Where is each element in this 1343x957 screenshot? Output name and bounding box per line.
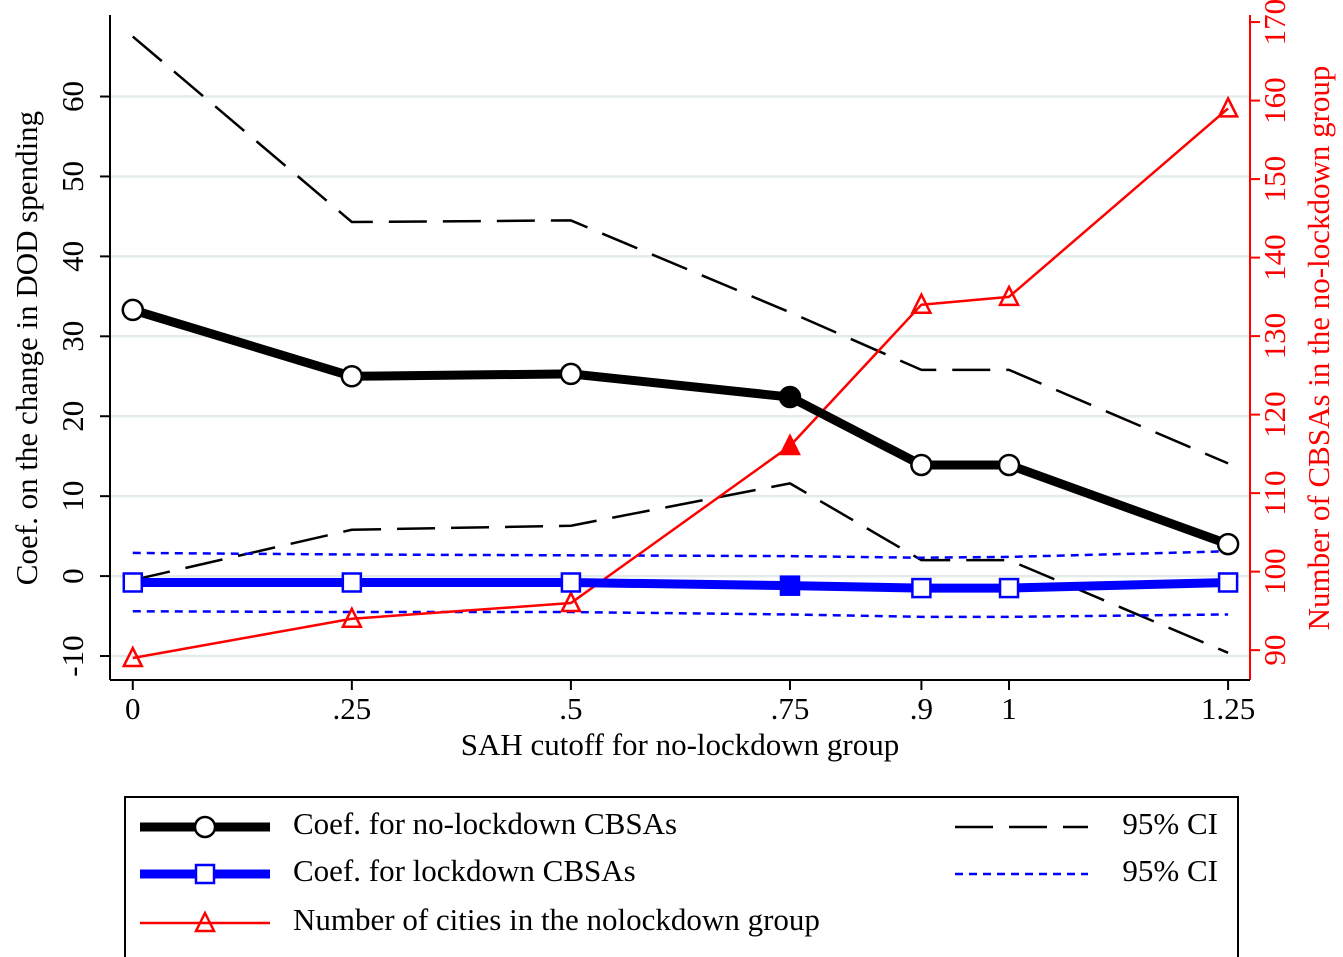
marker [122, 572, 144, 593]
y-tick-label: 10 [55, 481, 90, 512]
legend-label: Coef. for lockdown CBSAs [293, 853, 636, 888]
marker [911, 577, 932, 599]
y-axis-title: Coef. on the change in DOD spending [9, 111, 44, 585]
marker [341, 572, 363, 593]
series-line [132, 482, 1229, 654]
y-tick-label: 60 [55, 81, 90, 112]
series-line [132, 577, 1229, 593]
y2-tick-label: 150 [1257, 156, 1292, 203]
legend-label: 95% CI [1122, 806, 1218, 841]
marker [193, 815, 217, 839]
legend-label: 95% CI [1122, 853, 1218, 888]
y-tick-label: 40 [55, 241, 90, 272]
x-tick-label: .5 [559, 691, 582, 726]
marker [778, 433, 801, 456]
x-tick-label: .75 [771, 691, 810, 726]
y-tick-label: 0 [55, 568, 90, 584]
marker [193, 910, 217, 933]
marker [1217, 572, 1239, 593]
x-tick-label: 1.25 [1201, 691, 1255, 726]
marker [559, 590, 582, 613]
x-tick-label: .9 [910, 691, 933, 726]
y2-tick-label: 170 [1257, 0, 1292, 45]
y2-tick-label: 120 [1257, 391, 1292, 438]
x-tick-label: .25 [332, 691, 371, 726]
marker [998, 577, 1020, 599]
y2-tick-label: 130 [1257, 313, 1292, 360]
y2-axis-title: Number of CBSAs in the no-lockdown group [1301, 66, 1336, 631]
marker [998, 284, 1021, 307]
y-tick-label: -10 [55, 635, 90, 676]
marker [997, 453, 1021, 477]
x-axis-title: SAH cutoff for no-lockdown group [461, 727, 900, 762]
y-tick-label: 30 [55, 321, 90, 352]
y2-tick-label: 100 [1257, 548, 1292, 595]
marker [121, 298, 145, 322]
marker [340, 365, 364, 388]
y2-tick-label: 110 [1257, 470, 1292, 515]
marker [778, 385, 802, 409]
marker [121, 645, 144, 668]
marker [1217, 95, 1240, 118]
marker [340, 605, 363, 629]
marker [194, 863, 216, 885]
series-line [132, 550, 1229, 559]
legend-box [124, 796, 1239, 957]
series-line [131, 305, 1230, 549]
x-tick-label: 1 [1001, 691, 1017, 726]
y-tick-label: 20 [55, 401, 90, 432]
marker [910, 453, 933, 477]
y-tick-label: 50 [55, 161, 90, 192]
marker [559, 362, 583, 386]
marker [560, 572, 582, 593]
x-tick-label: 0 [125, 691, 141, 726]
marker [779, 575, 801, 596]
marker [1216, 532, 1240, 556]
series-line [131, 35, 1229, 465]
legend-label: Number of cities in the nolockdown group [293, 902, 820, 937]
legend-label: Coef. for no-lockdown CBSAs [293, 806, 677, 841]
y2-tick-label: 160 [1257, 77, 1292, 124]
y2-tick-label: 90 [1257, 635, 1292, 666]
series-line [132, 610, 1229, 619]
marker [910, 291, 933, 314]
y2-tick-label: 140 [1257, 234, 1292, 281]
